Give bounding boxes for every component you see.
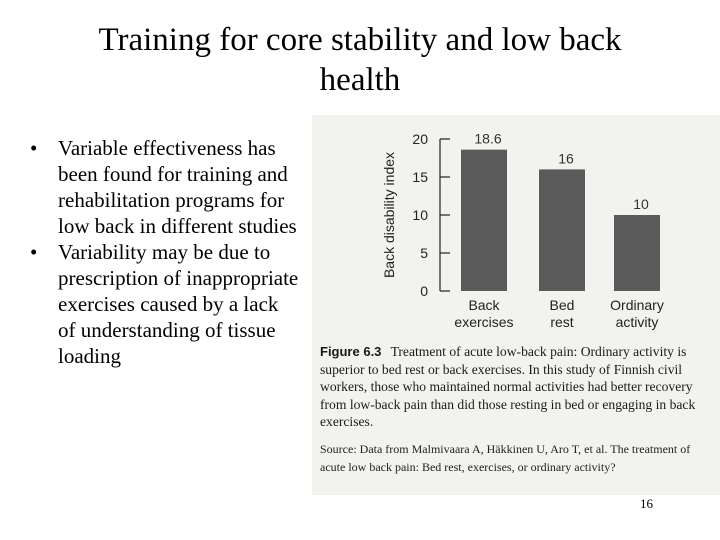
bar	[539, 169, 585, 291]
bullet-text: Variability may be due to prescription o…	[58, 240, 299, 368]
figure-caption: Figure 6.3 Treatment of acute low-back p…	[320, 343, 716, 431]
bullet-text: Variable effectiveness has been found fo…	[58, 136, 297, 238]
bullet-dot-icon: •	[30, 136, 38, 160]
bar-data-label: 18.6	[474, 131, 501, 147]
x-category-label: Back exercises	[454, 297, 513, 330]
figure-panel: Back disability index 0 5 10 15 20 18.6 Back ex…	[312, 115, 720, 495]
y-tick-label: 20	[412, 131, 428, 147]
x-category-label: Ordinary activity	[610, 297, 664, 330]
bullet-item: • Variable effectiveness has been found …	[28, 135, 300, 239]
caption-text: Treatment of acute low-back pain: Ordina…	[320, 344, 696, 429]
bar-data-label: 10	[633, 196, 649, 212]
y-tick-label: 5	[420, 245, 428, 261]
x-category-label: Bed rest	[550, 297, 575, 330]
y-axis-label: Back disability index	[381, 152, 397, 278]
bullet-dot-icon: •	[30, 240, 38, 264]
bar-chart: Back disability index 0 5 10 15 20 18.6 Back ex…	[381, 131, 664, 330]
y-tick-label: 0	[420, 283, 428, 299]
bar-data-label: 16	[558, 150, 574, 166]
slide-title: Training for core stability and low back…	[98, 22, 622, 98]
figure-label: Figure 6.3	[320, 344, 382, 359]
figure-source: Source: Data from Malmivaara A, Häkkinen…	[320, 442, 691, 474]
bullet-list: • Variable effectiveness has been found …	[28, 135, 300, 369]
page-number: 16	[640, 496, 653, 511]
bar	[614, 215, 660, 291]
y-tick-label: 10	[412, 207, 428, 223]
y-tick-label: 15	[412, 169, 428, 185]
bullet-item: • Variability may be due to prescription…	[28, 239, 300, 369]
bar	[461, 149, 507, 291]
